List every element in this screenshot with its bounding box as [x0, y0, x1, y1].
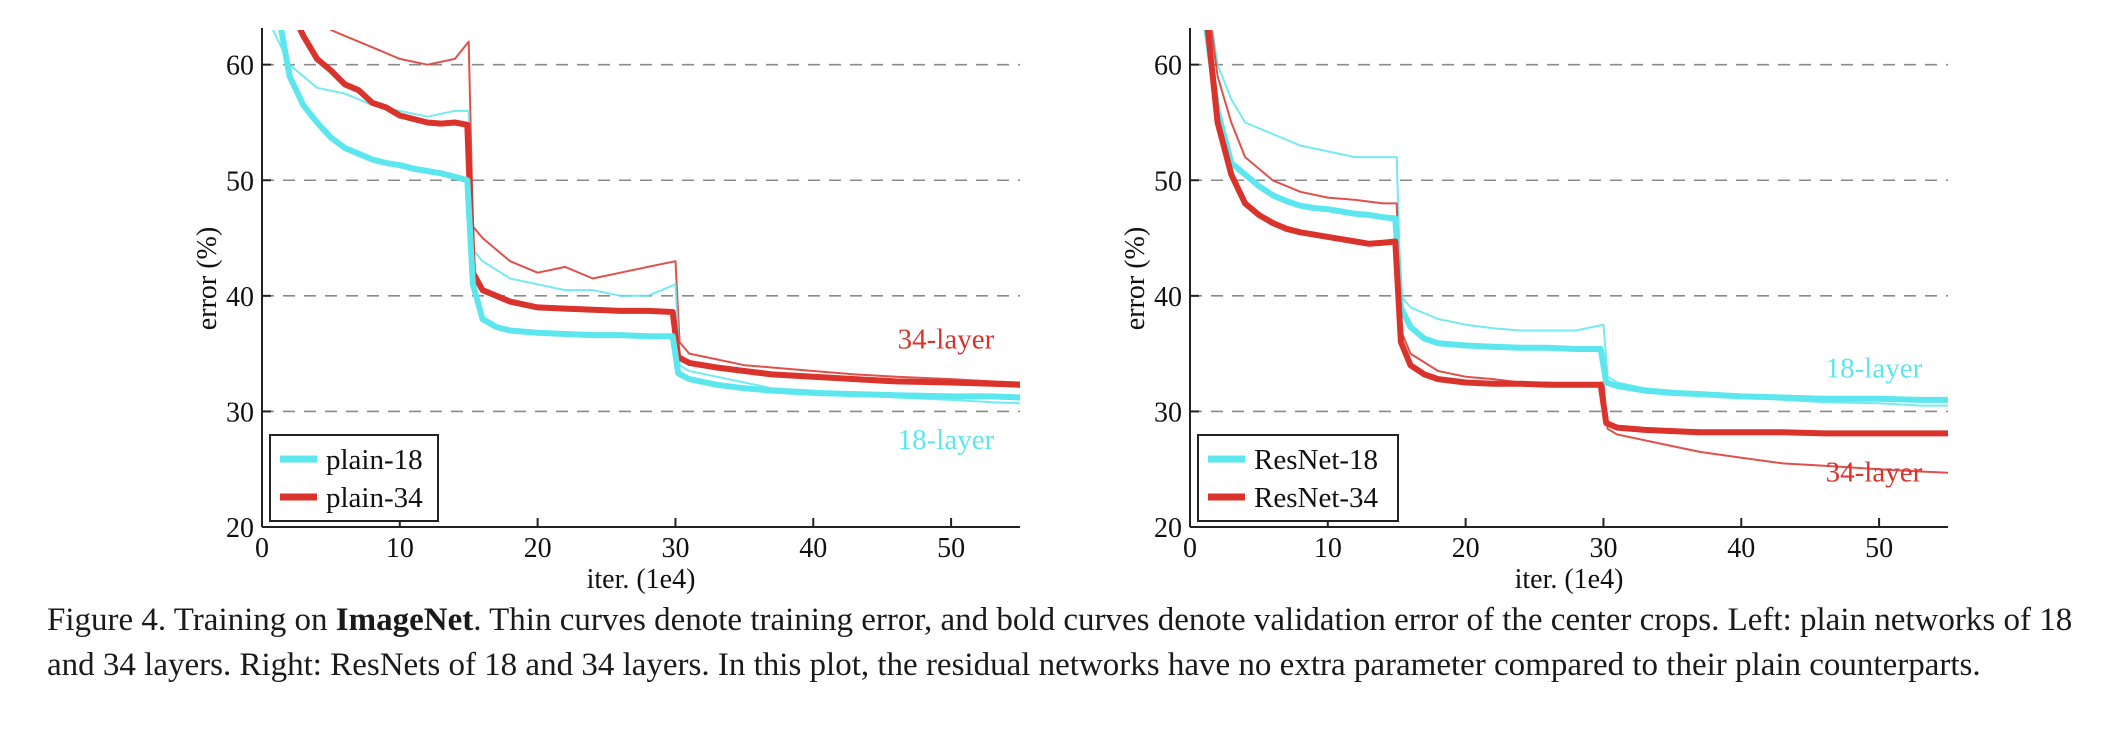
chart-left-x-tick-label: 10 [386, 533, 414, 564]
chart-right-series-group [1203, 30, 1948, 474]
chart-left-x-tick-label: 50 [937, 533, 965, 564]
chart-left-x-tick-label: 20 [524, 533, 552, 564]
chart-right-x-tick-label: 50 [1865, 533, 1893, 564]
chart-right-y-axis-label: error (%) [1120, 227, 1151, 330]
chart-right-y-tick-label: 30 [1154, 397, 1182, 428]
chart-left-legend-label: plain-18 [326, 444, 423, 476]
chart-right-x-tick-label: 0 [1183, 533, 1197, 564]
chart-right-x-axis-label: iter. (1e4) [1515, 564, 1624, 595]
chart-left-y-tick-label: 20 [226, 513, 254, 544]
chart-left-y-tick-label: 30 [226, 397, 254, 428]
chart-right-y-tick-label: 40 [1154, 282, 1182, 313]
chart-left-y-tick-label: 60 [226, 51, 254, 82]
chart-left-plain-34-train-line [329, 30, 1020, 384]
chart-right-y-tick-label: 20 [1154, 513, 1182, 544]
chart-right-resnet-18-val-line [1203, 30, 1948, 403]
chart-left-x-tick-label: 40 [799, 533, 827, 564]
chart-right-resnet-18-train-line [1211, 30, 1948, 407]
chart-left-x-tick-label: 0 [255, 533, 269, 564]
chart-right-legend-box [1197, 434, 1399, 522]
chart-left-plain-34-val-line [297, 30, 1020, 388]
chart-left-series-group [271, 30, 1020, 405]
chart-left-x-axis-label: iter. (1e4) [587, 564, 696, 595]
chart-left-legend-label: plain-34 [326, 482, 423, 514]
chart-right-x-tick-label: 40 [1727, 533, 1755, 564]
caption-rest: . Thin curves denote training error, and… [47, 602, 2073, 683]
chart-right-legend-label: ResNet-34 [1254, 482, 1379, 514]
chart-right-annotation: 18-layer [1826, 352, 1923, 384]
chart-left-y-tick-label: 50 [226, 166, 254, 197]
caption-bold: ImageNet [335, 602, 474, 638]
chart-right-annotation: 34-layer [1826, 457, 1923, 489]
figure-plots: 20 30 40 50 60 0 10 20 30 40 50 iter. (1e4) error (%… [192, 28, 1948, 595]
chart-left-plain-18-val-line [278, 30, 1020, 401]
chart-left-legend-box [269, 434, 439, 522]
chart-left-x-tick-label: 30 [661, 533, 689, 564]
chart-left-y-axis-label: error (%) [192, 227, 223, 330]
caption-prefix: Figure 4. Training on [47, 602, 336, 638]
figure-caption: Figure 4. Training on ImageNet. Thin cur… [47, 598, 2087, 688]
chart-right-x-tick-label: 10 [1314, 533, 1342, 564]
chart-left-annotation: 18-layer [898, 424, 995, 456]
chart-right-resnet-34-val-line [1204, 30, 1948, 437]
chart-right-y-tick-label: 50 [1154, 166, 1182, 197]
chart-left-y-tick-label: 40 [226, 282, 254, 313]
chart-right-x-tick-label: 20 [1452, 533, 1480, 564]
chart-right-legend-label: ResNet-18 [1254, 444, 1378, 476]
chart-right-y-tick-label: 60 [1154, 51, 1182, 82]
chart-right-x-tick-label: 30 [1589, 533, 1617, 564]
chart-left-annotation: 34-layer [898, 324, 995, 356]
